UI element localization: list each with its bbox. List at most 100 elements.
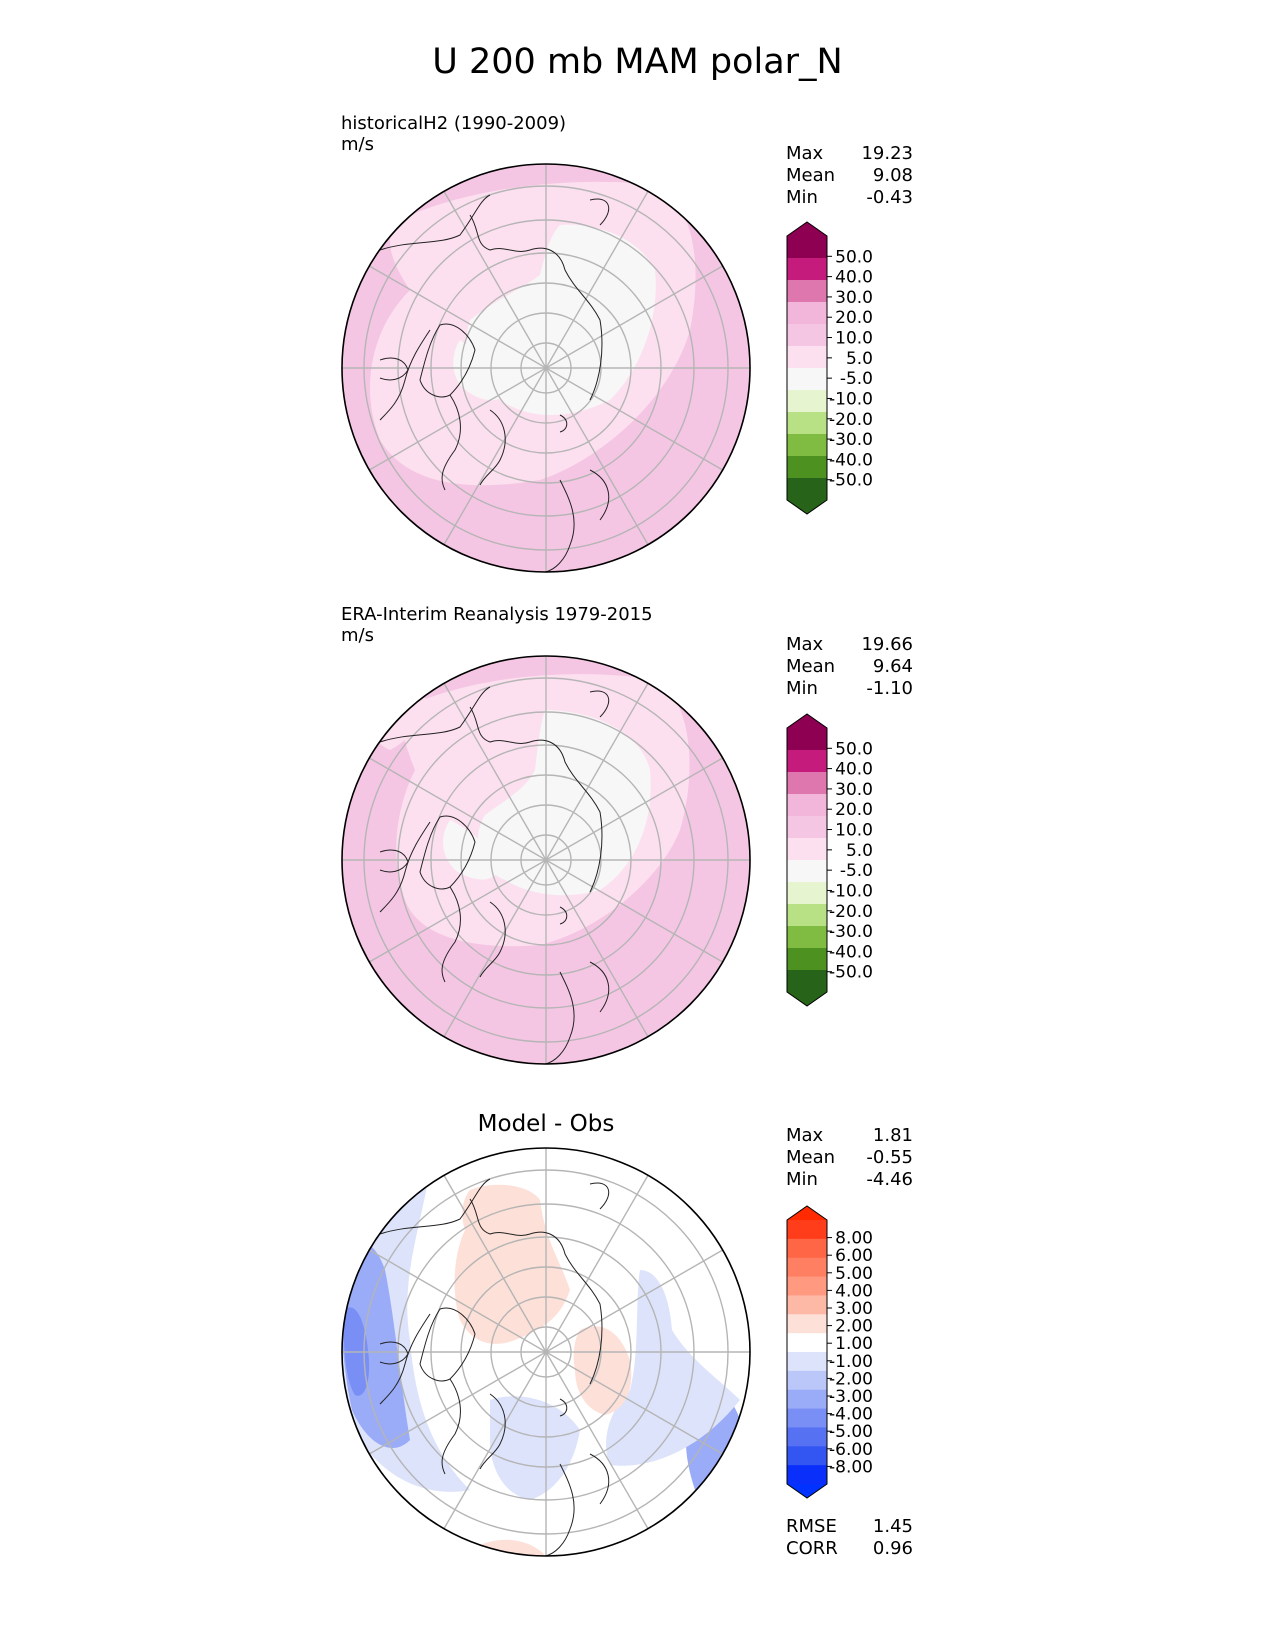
stat-value: 19.66 xyxy=(861,634,913,655)
stat-value: 1.81 xyxy=(872,1125,913,1146)
meridian-line xyxy=(440,185,652,551)
panel-1-subtitle: historicalH2 (1990-2009) xyxy=(341,113,567,134)
field-region xyxy=(342,1241,410,1449)
stat-label: Max xyxy=(786,634,824,655)
colorbar-tick-label: -30.0 xyxy=(829,430,873,450)
colorbar-swatch xyxy=(787,1257,827,1278)
coastline xyxy=(379,357,409,381)
meridian-line xyxy=(440,1169,652,1535)
coastline xyxy=(379,821,431,913)
colorbar-swatch xyxy=(787,434,827,457)
colorbar-swatch xyxy=(787,948,827,971)
panel-1-units: m/s xyxy=(341,134,374,155)
stat-label: Min xyxy=(786,678,818,699)
colorbar-swatch xyxy=(787,728,827,751)
field-region xyxy=(477,710,651,896)
stat-value: 1.45 xyxy=(872,1516,913,1537)
colorbar-swatch xyxy=(787,1276,827,1296)
colorbar-extend-bottom xyxy=(787,992,827,1006)
meridian-line xyxy=(440,677,652,1043)
map-panel-3 xyxy=(341,1147,751,1557)
coastlines xyxy=(379,194,610,573)
colorbar-swatch xyxy=(787,258,827,281)
colorbar-tick-label: -50.0 xyxy=(829,963,873,983)
stat-value: -1.10 xyxy=(866,678,913,699)
panel-2-title: ERA-Interim Reanalysis 1979-2015 m/s xyxy=(341,604,653,646)
colorbar-swatch xyxy=(787,1408,827,1428)
colorbar-tick-label: -30.0 xyxy=(829,922,873,942)
colorbar-tick-label: 40.0 xyxy=(835,760,873,780)
stat-label: Max xyxy=(786,143,824,164)
colorbar-swatch xyxy=(787,904,827,927)
panel-2-subtitle: ERA-Interim Reanalysis 1979-2015 xyxy=(341,604,653,625)
coastline xyxy=(529,247,603,401)
colorbar-extend-top xyxy=(787,1206,827,1220)
colorbar-tick-label: -3.00 xyxy=(829,1387,873,1407)
colorbar-extend-bottom xyxy=(787,500,827,514)
coastline xyxy=(379,1313,431,1405)
colorbar-outline xyxy=(786,713,828,1007)
stat-value: 0.96 xyxy=(872,1538,913,1559)
colorbar-tick-label: -5.00 xyxy=(829,1422,873,1442)
colorbar-tick-label: -1.00 xyxy=(829,1352,873,1372)
colorbar-swatch xyxy=(787,750,827,773)
colorbar-swatch xyxy=(787,324,827,347)
coastline xyxy=(379,849,409,873)
field-region xyxy=(454,1184,570,1344)
colorbar-tick-label: 40.0 xyxy=(835,268,873,288)
coastline xyxy=(379,329,431,421)
colorbar-extend-top xyxy=(787,714,827,728)
coastline xyxy=(479,1393,506,1470)
colorbar-swatch xyxy=(787,1389,827,1410)
colorbar-tick-label: 5.00 xyxy=(835,1264,873,1284)
colorbar-panel-3: 8.006.005.004.003.002.001.00-1.00-2.00-3… xyxy=(786,1205,873,1499)
coastline xyxy=(589,690,610,718)
coastline xyxy=(469,706,531,744)
stat-value: 9.64 xyxy=(872,656,913,677)
coastline xyxy=(544,479,575,573)
coastline xyxy=(441,394,461,491)
colorbar-swatch xyxy=(787,1465,827,1485)
coastline xyxy=(529,1231,603,1385)
colorbar-swatch xyxy=(787,1238,827,1259)
map-panel-2 xyxy=(341,655,751,1065)
graticule xyxy=(342,1148,750,1556)
stat-label: Min xyxy=(786,1169,818,1190)
colorbar-tick-label: -50.0 xyxy=(829,471,873,491)
coastline xyxy=(479,901,506,978)
colorbar-swatch xyxy=(787,926,827,949)
colorbar-tick-label: -10.0 xyxy=(829,881,873,901)
colorbar-swatch xyxy=(787,346,827,369)
field-region xyxy=(443,820,500,880)
graticule xyxy=(342,164,750,572)
map-boundary xyxy=(341,655,751,1065)
page-title: U 200 mb MAM polar_N xyxy=(432,42,843,82)
colorbar-swatch xyxy=(787,794,827,817)
colorbar-swatch xyxy=(787,302,827,325)
colorbar-swatch xyxy=(787,390,827,413)
colorbar-swatch xyxy=(787,1333,827,1353)
coastline xyxy=(589,1453,610,1505)
colorbar-swatch xyxy=(787,280,827,303)
panel-2-units: m/s xyxy=(341,625,374,646)
colorbar-panel-1: 50.040.030.020.010.05.0-5.0-10.0-20.0-30… xyxy=(786,221,873,515)
field-region xyxy=(606,1270,740,1466)
colorbar-swatch xyxy=(787,412,827,435)
colorbar-tick-label: 50.0 xyxy=(835,739,873,759)
colorbar-swatch xyxy=(787,478,827,501)
coastline xyxy=(441,1378,461,1475)
colorbar-outline xyxy=(786,1205,828,1499)
stat-label: CORR xyxy=(786,1538,838,1559)
colorbar-swatch xyxy=(787,368,827,391)
colorbar-swatch xyxy=(787,1427,827,1447)
stat-label: RMSE xyxy=(786,1516,837,1537)
colorbar-outline xyxy=(786,221,828,515)
coastline xyxy=(441,886,461,983)
colorbar-tick-label: -5.0 xyxy=(840,369,873,389)
stat-label: Min xyxy=(786,187,818,208)
colorbar-swatch xyxy=(787,1314,827,1334)
colorbar-tick-label: 4.00 xyxy=(835,1281,873,1301)
panel-1-title: historicalH2 (1990-2009) m/s xyxy=(341,113,566,155)
coastline xyxy=(379,686,491,743)
